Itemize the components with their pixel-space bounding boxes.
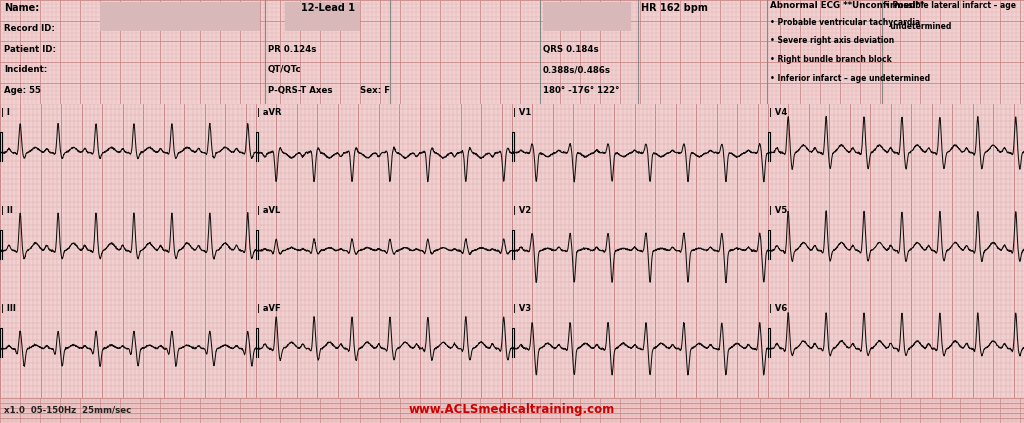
Text: | III: | III: [1, 304, 16, 313]
Text: | aVL: | aVL: [257, 206, 281, 214]
Text: Record ID:: Record ID:: [4, 24, 55, 33]
Text: • Severe right axis deviation: • Severe right axis deviation: [770, 36, 894, 45]
Text: Age: 55: Age: 55: [4, 86, 41, 95]
Text: | V6: | V6: [769, 304, 787, 313]
Text: • Inferior infarct – age undetermined: • Inferior infarct – age undetermined: [770, 74, 930, 82]
Text: | V1: | V1: [513, 107, 531, 117]
Text: Abnormal ECG **Unconfirmed**: Abnormal ECG **Unconfirmed**: [770, 1, 925, 10]
Text: 0.388s/0.486s: 0.388s/0.486s: [543, 65, 611, 74]
Text: 12-Lead 1: 12-Lead 1: [301, 3, 355, 13]
Text: • Right bundle branch block: • Right bundle branch block: [770, 55, 892, 64]
Text: | aVR: | aVR: [257, 107, 282, 117]
Text: • Probable ventricular tachycardia: • Probable ventricular tachycardia: [770, 18, 921, 27]
Text: | V4: | V4: [769, 107, 787, 117]
Text: | V5: | V5: [769, 206, 787, 214]
Bar: [543, 2, 631, 31]
Text: P-QRS-T Axes: P-QRS-T Axes: [268, 86, 333, 95]
Text: Incident:: Incident:: [4, 65, 47, 74]
Text: | I: | I: [1, 107, 10, 117]
Text: • Possible lateral infarct – age: • Possible lateral infarct – age: [885, 1, 1016, 10]
Text: | V3: | V3: [513, 304, 531, 313]
Text: PR 0.124s: PR 0.124s: [268, 44, 316, 54]
Text: QRS 0.184s: QRS 0.184s: [543, 44, 599, 54]
Text: x1.0  05-150Hz  25mm/sec: x1.0 05-150Hz 25mm/sec: [4, 405, 131, 414]
Text: Sex: F: Sex: F: [360, 86, 390, 95]
Text: Patient ID:: Patient ID:: [4, 44, 56, 54]
Text: www.ACLSmedicaltraining.com: www.ACLSmedicaltraining.com: [409, 403, 615, 416]
Bar: [285, 2, 360, 31]
Text: Name:: Name:: [4, 3, 39, 13]
Text: QT/QTc: QT/QTc: [268, 65, 302, 74]
Bar: [100, 2, 260, 31]
Text: | II: | II: [1, 206, 13, 214]
Text: undetermined: undetermined: [885, 22, 951, 31]
Text: HR 162 bpm: HR 162 bpm: [641, 3, 708, 13]
Text: | aVF: | aVF: [257, 304, 281, 313]
Text: 180° -176° 122°: 180° -176° 122°: [543, 86, 620, 95]
Text: | V2: | V2: [513, 206, 531, 214]
